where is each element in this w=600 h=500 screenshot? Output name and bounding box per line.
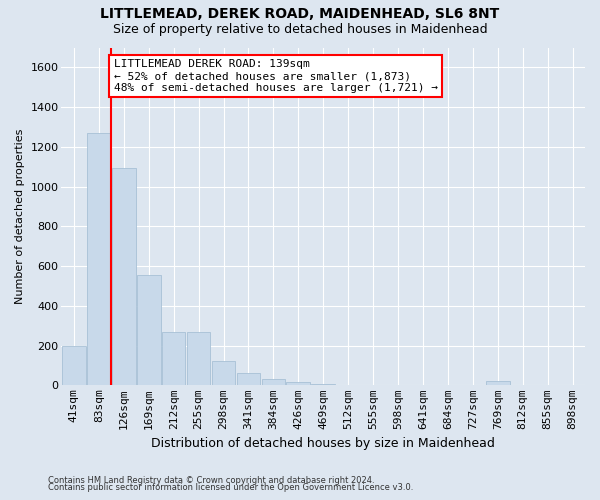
Text: Contains public sector information licensed under the Open Government Licence v3: Contains public sector information licen… — [48, 484, 413, 492]
Text: Contains HM Land Registry data © Crown copyright and database right 2024.: Contains HM Land Registry data © Crown c… — [48, 476, 374, 485]
Bar — [486, 382, 509, 386]
Bar — [236, 374, 260, 386]
Y-axis label: Number of detached properties: Number of detached properties — [15, 129, 25, 304]
Bar — [62, 346, 86, 386]
Bar — [137, 275, 161, 386]
Bar — [311, 384, 335, 386]
Bar — [112, 168, 136, 386]
Bar — [87, 133, 110, 386]
Text: LITTLEMEAD DEREK ROAD: 139sqm
← 52% of detached houses are smaller (1,873)
48% o: LITTLEMEAD DEREK ROAD: 139sqm ← 52% of d… — [114, 60, 438, 92]
Bar — [212, 360, 235, 386]
Bar — [187, 332, 211, 386]
X-axis label: Distribution of detached houses by size in Maidenhead: Distribution of detached houses by size … — [151, 437, 495, 450]
Bar — [162, 332, 185, 386]
Text: LITTLEMEAD, DEREK ROAD, MAIDENHEAD, SL6 8NT: LITTLEMEAD, DEREK ROAD, MAIDENHEAD, SL6 … — [100, 8, 500, 22]
Bar — [286, 382, 310, 386]
Bar — [262, 380, 285, 386]
Text: Size of property relative to detached houses in Maidenhead: Size of property relative to detached ho… — [113, 22, 487, 36]
